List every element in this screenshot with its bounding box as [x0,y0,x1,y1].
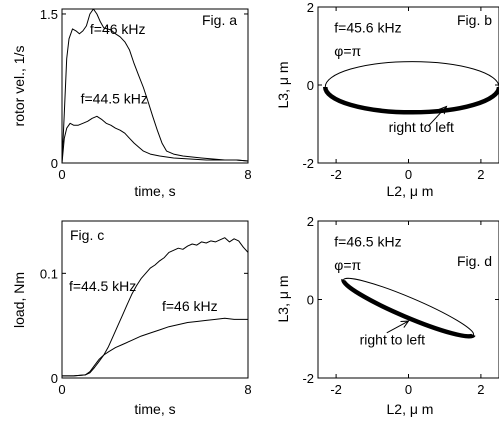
x-tick-label: 0 [405,382,412,397]
annotation-f-46-khz: f=46 kHz [162,298,218,314]
panel-b-xlabel: L2, μ m [387,183,434,199]
annotation-f-46-khz: f=46 kHz [90,21,146,37]
panel-c-plot: f=44.5 kHz f=46 kHz [62,237,248,377]
annotation-: φ=π [334,43,361,59]
annotation-right-to-left: right to left [389,119,454,135]
panel-b: f=45.6 kHz φ=π right to left -2 0 2 -2 0 2 Fig.… [275,0,499,199]
panel-c-ticks: 0 8 0 0.1 [40,221,252,397]
panel-c-frame [61,220,249,379]
panel-a-label: Fig. a [202,12,237,28]
panel-a-marks [62,9,248,163]
annotation-f-44-5-khz: f=44.5 kHz [69,278,136,294]
annotation-f-44-5-khz: f=44.5 kHz [81,90,148,106]
panel-d-label: Fig. d [457,253,492,269]
orbit-thick-half [341,278,476,339]
direction-arrow-shaft [428,106,447,127]
series-line-f-46-khz [62,317,248,377]
x-tick-label: 2 [477,382,484,397]
panel-a-plot: f=46 kHz f=44.5 kHz [62,9,248,163]
panel-d: f=46.5 kHz φ=π right to left -2 0 2 -2 0 2 Fig.… [275,214,499,417]
x-tick-label: 0 [58,167,65,182]
y-tick-label: 2 [307,0,314,15]
panel-a: f=46 kHz f=44.5 kHz 0 8 0 1.5 Fig. a rotor v… [11,7,252,199]
panel-d-marks [341,277,476,339]
panel-d-ylabel: L3, μ m [275,276,291,323]
series-line-f-44-5-khz [62,237,248,377]
y-tick-label: -2 [302,156,314,171]
panel-b-ticks: -2 0 2 -2 0 2 [302,0,499,182]
series-line-f-46-khz [62,9,248,163]
direction-arrow-shaft [386,320,409,334]
panel-d-xlabel: L2, μ m [387,401,434,417]
annotation-right-to-left: right to left [360,332,425,348]
series-line-f-44-5-khz [62,115,248,163]
y-tick-label: 0 [51,371,58,386]
y-tick-label: 2 [307,214,314,229]
direction-arrow-head [438,105,448,115]
direction-arrow-head [400,320,410,328]
annotation-f-45-6-khz: f=45.6 kHz [334,19,401,35]
x-tick-label: 8 [244,382,251,397]
x-tick-label: 0 [58,382,65,397]
y-tick-label: 1.5 [40,7,58,22]
x-tick-label: -2 [330,382,342,397]
panel-a-xlabel: time, s [134,183,175,199]
y-tick-label: 0 [51,156,58,171]
panel-b-plot: f=45.6 kHz φ=π right to left [322,19,499,135]
orbit-thick-half [322,86,499,115]
panel-a-frame [61,8,249,164]
panel-a-ticks: 0 8 0 1.5 [40,7,252,182]
annotation-f-46-5-khz: f=46.5 kHz [334,234,401,250]
x-tick-label: 2 [477,167,484,182]
panel-a-ylabel: rotor vel., 1/s [11,46,27,127]
panel-b-marks [322,61,499,115]
panel-d-ticks: -2 0 2 -2 0 2 [302,214,499,397]
panel-c-ylabel: load, Nm [11,272,27,328]
annotation-: φ=π [334,257,361,273]
panel-c-marks [62,237,248,377]
y-tick-label: 0 [307,78,314,93]
x-tick-label: -2 [330,167,342,182]
panel-c-xlabel: time, s [134,401,175,417]
panel-b-label: Fig. b [457,12,492,28]
panel-d-plot: f=46.5 kHz φ=π right to left [334,234,476,348]
y-tick-label: 0 [307,293,314,308]
panel-b-ylabel: L3, μ m [275,62,291,109]
x-tick-label: 0 [405,167,412,182]
y-tick-label: 0.1 [40,266,58,281]
y-tick-label: -2 [302,371,314,386]
panel-c-label: Fig. c [70,227,104,243]
x-tick-label: 8 [244,167,251,182]
panel-c: f=44.5 kHz f=46 kHz 0 8 0 0.1 Fig. c load, N… [11,220,252,417]
